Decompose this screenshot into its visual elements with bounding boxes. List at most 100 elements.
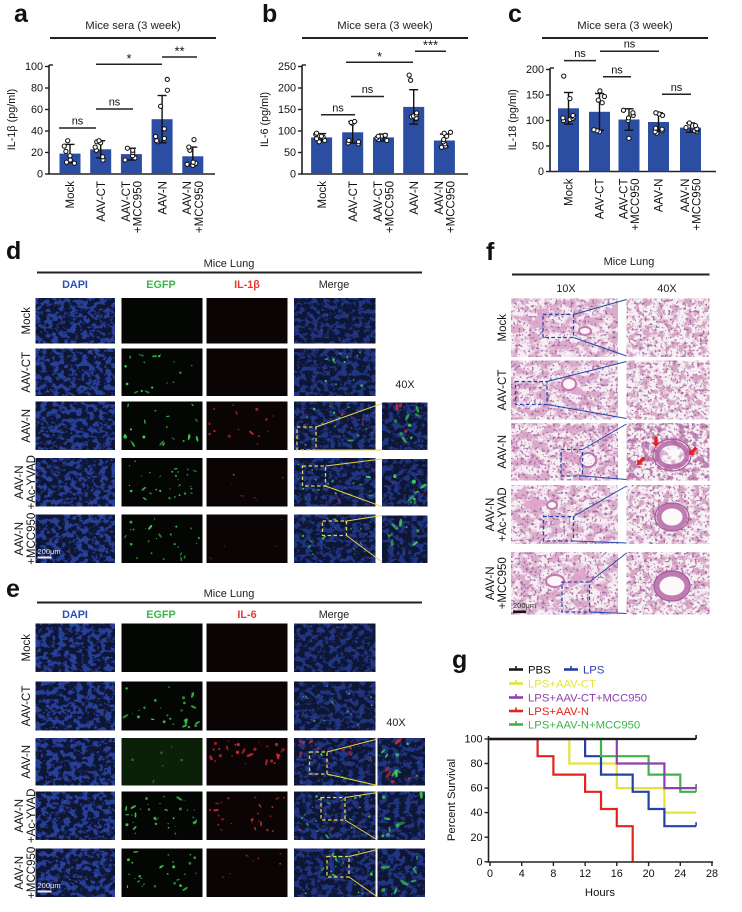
svg-text:***: *** <box>423 38 438 53</box>
svg-text:10X: 10X <box>556 283 575 295</box>
svg-text:AAV-N: AAV-N <box>21 745 33 779</box>
svg-text:ns: ns <box>109 97 121 109</box>
svg-text:AAV-CT: AAV-CT <box>21 686 33 727</box>
svg-text:8: 8 <box>550 868 556 880</box>
svg-text:AAV-N: AAV-N <box>14 522 26 556</box>
svg-text:AAV-N: AAV-N <box>157 181 169 215</box>
svg-text:g: g <box>452 646 467 674</box>
svg-text:AAV-N: AAV-N <box>21 409 33 443</box>
svg-text:60: 60 <box>470 783 482 795</box>
svg-text:0: 0 <box>538 166 544 178</box>
svg-text:20: 20 <box>643 868 655 880</box>
svg-text:Mice Lung: Mice Lung <box>604 256 655 268</box>
svg-text:Mock: Mock <box>497 314 509 342</box>
svg-text:50: 50 <box>532 141 544 153</box>
svg-text:b: b <box>262 0 277 28</box>
svg-text:AAV-CT: AAV-CT <box>373 181 385 222</box>
svg-text:+Ac-YVAD: +Ac-YVAD <box>26 789 38 843</box>
svg-text:40: 40 <box>31 126 43 138</box>
svg-text:+MCC950: +MCC950 <box>132 181 144 233</box>
svg-text:*: * <box>126 51 131 66</box>
svg-text:ns: ns <box>611 64 623 76</box>
svg-text:50: 50 <box>284 147 296 159</box>
svg-text:LPS+AAV-CT: LPS+AAV-CT <box>528 678 596 690</box>
svg-text:200μm: 200μm <box>38 881 61 890</box>
svg-text:150: 150 <box>278 104 296 116</box>
svg-text:20: 20 <box>31 147 43 159</box>
svg-text:Mice Lung: Mice Lung <box>204 588 255 600</box>
svg-text:200: 200 <box>526 64 544 76</box>
svg-text:150: 150 <box>526 90 544 102</box>
svg-text:Mice sera (3 week): Mice sera (3 week) <box>337 20 433 32</box>
svg-text:40X: 40X <box>386 717 405 729</box>
svg-text:AAV-N: AAV-N <box>409 181 421 215</box>
svg-text:EGFP: EGFP <box>146 279 175 291</box>
svg-text:24: 24 <box>674 868 686 880</box>
svg-text:200μm: 200μm <box>513 601 536 610</box>
svg-text:AAV-CT: AAV-CT <box>595 179 607 220</box>
svg-text:DAPI: DAPI <box>62 609 88 621</box>
svg-text:20: 20 <box>470 832 482 844</box>
svg-text:Merge: Merge <box>319 279 350 291</box>
svg-text:200: 200 <box>278 83 296 95</box>
svg-text:12: 12 <box>579 868 591 880</box>
svg-text:+Ac-YVAD: +Ac-YVAD <box>497 487 509 541</box>
svg-text:+MCC950: +MCC950 <box>445 181 457 233</box>
svg-text:Mice sera (3 week): Mice sera (3 week) <box>577 20 673 32</box>
svg-text:LPS+AAV-CT+MCC950: LPS+AAV-CT+MCC950 <box>528 692 647 704</box>
svg-text:LPS+AAV-N+MCC950: LPS+AAV-N+MCC950 <box>528 719 640 731</box>
svg-text:80: 80 <box>470 758 482 770</box>
svg-text:LPS+AAV-N: LPS+AAV-N <box>528 706 589 718</box>
svg-text:EGFP: EGFP <box>146 609 175 621</box>
svg-text:Percent Survival: Percent Survival <box>446 759 458 841</box>
svg-text:100: 100 <box>25 61 43 73</box>
svg-text:IL-1β: IL-1β <box>234 279 260 291</box>
svg-text:LPS: LPS <box>583 664 605 676</box>
svg-text:100: 100 <box>464 734 482 746</box>
svg-text:+MCC950: +MCC950 <box>26 847 38 899</box>
svg-text:+MCC950: +MCC950 <box>692 179 704 231</box>
svg-text:Hours: Hours <box>585 887 615 899</box>
svg-text:f: f <box>486 238 495 266</box>
svg-text:AAV-CT: AAV-CT <box>618 179 630 220</box>
svg-text:IL-18 (pg/ml): IL-18 (pg/ml) <box>507 89 519 150</box>
svg-text:AAV-CT: AAV-CT <box>121 181 133 222</box>
svg-text:d: d <box>6 237 21 265</box>
svg-text:AAV-N: AAV-N <box>680 179 692 213</box>
svg-text:c: c <box>508 0 522 28</box>
svg-text:IL-1β (pg/ml): IL-1β (pg/ml) <box>6 89 18 150</box>
svg-text:+Ac-YVAD: +Ac-YVAD <box>26 455 38 509</box>
svg-text:ns: ns <box>671 82 683 94</box>
svg-text:16: 16 <box>611 868 623 880</box>
svg-text:AAV-N: AAV-N <box>485 498 497 532</box>
svg-text:AAV-N: AAV-N <box>14 799 26 833</box>
svg-text:AAV-N: AAV-N <box>654 179 666 213</box>
svg-text:ns: ns <box>624 39 636 51</box>
svg-text:AAV-N: AAV-N <box>14 856 26 890</box>
svg-text:60: 60 <box>31 104 43 116</box>
svg-text:0: 0 <box>37 169 43 181</box>
svg-text:Mock: Mock <box>21 307 33 335</box>
svg-text:ns: ns <box>362 84 374 96</box>
svg-text:+MCC950: +MCC950 <box>385 181 397 233</box>
svg-text:ns: ns <box>332 102 344 114</box>
svg-text:AAV-CT: AAV-CT <box>21 352 33 393</box>
svg-text:IL-6 (pg/ml): IL-6 (pg/ml) <box>259 92 271 147</box>
svg-text:28: 28 <box>706 868 718 880</box>
svg-text:AAV-N: AAV-N <box>485 566 497 600</box>
svg-text:**: ** <box>174 44 184 59</box>
svg-text:Mock: Mock <box>317 181 329 209</box>
svg-text:+MCC950: +MCC950 <box>26 513 38 565</box>
svg-text:ns: ns <box>574 48 586 60</box>
svg-text:80: 80 <box>31 83 43 95</box>
svg-text:PBS: PBS <box>528 664 551 676</box>
svg-text:0: 0 <box>476 856 482 868</box>
svg-text:AAV-CT: AAV-CT <box>348 181 360 222</box>
svg-text:200μm: 200μm <box>38 547 61 556</box>
svg-text:AAV-N: AAV-N <box>434 181 446 215</box>
svg-text:Mock: Mock <box>564 178 576 206</box>
svg-text:40X: 40X <box>395 379 414 391</box>
svg-text:AAV-CT: AAV-CT <box>96 181 108 222</box>
svg-text:100: 100 <box>278 126 296 138</box>
svg-text:Merge: Merge <box>319 609 350 621</box>
